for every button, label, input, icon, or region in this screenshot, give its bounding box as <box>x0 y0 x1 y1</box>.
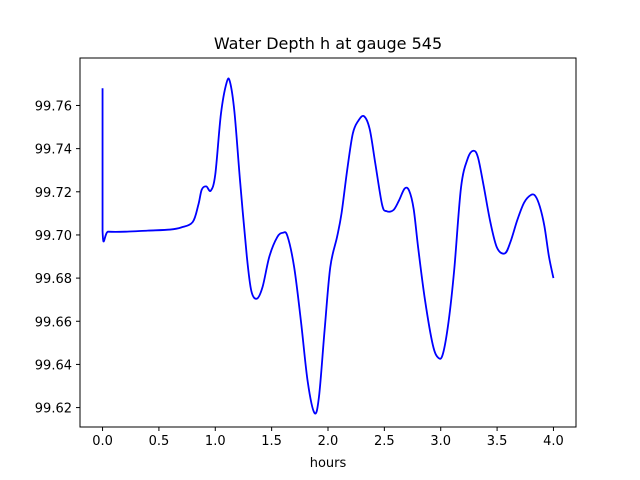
x-tick-label: 0.5 <box>149 434 170 449</box>
y-tick-label: 99.66 <box>35 315 72 330</box>
series-layer <box>101 77 555 415</box>
x-tick-label: 4.0 <box>543 434 564 449</box>
x-tick-label: 2.5 <box>374 434 395 449</box>
series-line <box>101 77 555 415</box>
x-tick-label: 0.0 <box>92 434 113 449</box>
y-tick-label: 99.76 <box>35 99 72 114</box>
y-tick-label: 99.62 <box>35 402 72 417</box>
x-axis-label: hours <box>310 456 347 471</box>
y-tick-label: 99.68 <box>35 272 72 287</box>
x-tick-label: 3.5 <box>487 434 508 449</box>
x-tick-label: 2.0 <box>318 434 339 449</box>
y-tick-label: 99.64 <box>35 358 72 373</box>
x-tick-label: 1.5 <box>261 434 282 449</box>
x-tick-label: 3.0 <box>430 434 451 449</box>
y-axis: 99.62 99.64 99.66 99.68 99.70 99.72 99.74 99.76 <box>35 99 80 417</box>
y-tick-label: 99.70 <box>35 229 72 244</box>
x-tick-label: 1.0 <box>205 434 226 449</box>
x-axis: 0.0 0.5 1.0 1.5 2.0 2.5 3.0 3.5 4.0 <box>92 427 564 449</box>
y-tick-label: 99.74 <box>35 143 72 158</box>
plot-area <box>79 57 577 428</box>
plot-background <box>80 58 576 427</box>
y-tick-label: 99.72 <box>35 186 72 201</box>
chart-title: Water Depth h at gauge 545 <box>214 34 442 53</box>
